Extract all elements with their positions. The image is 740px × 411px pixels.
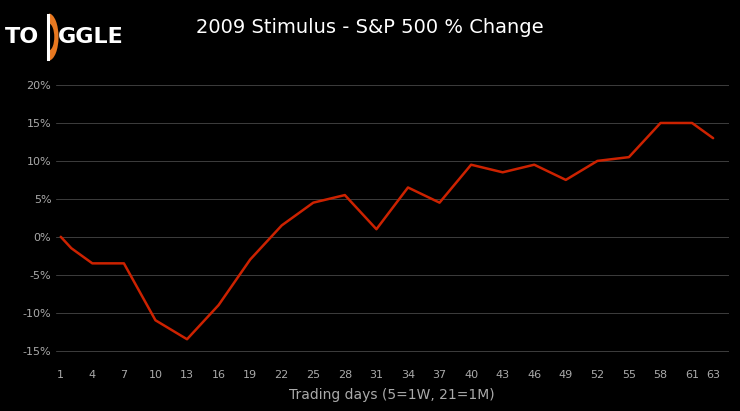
Text: TO: TO	[4, 27, 38, 47]
Text: GGLE: GGLE	[58, 27, 124, 47]
X-axis label: Trading days (5=1W, 21=1M): Trading days (5=1W, 21=1M)	[289, 388, 495, 402]
Wedge shape	[48, 14, 58, 60]
Wedge shape	[48, 23, 54, 51]
Text: 2009 Stimulus - S&P 500 % Change: 2009 Stimulus - S&P 500 % Change	[196, 18, 544, 37]
